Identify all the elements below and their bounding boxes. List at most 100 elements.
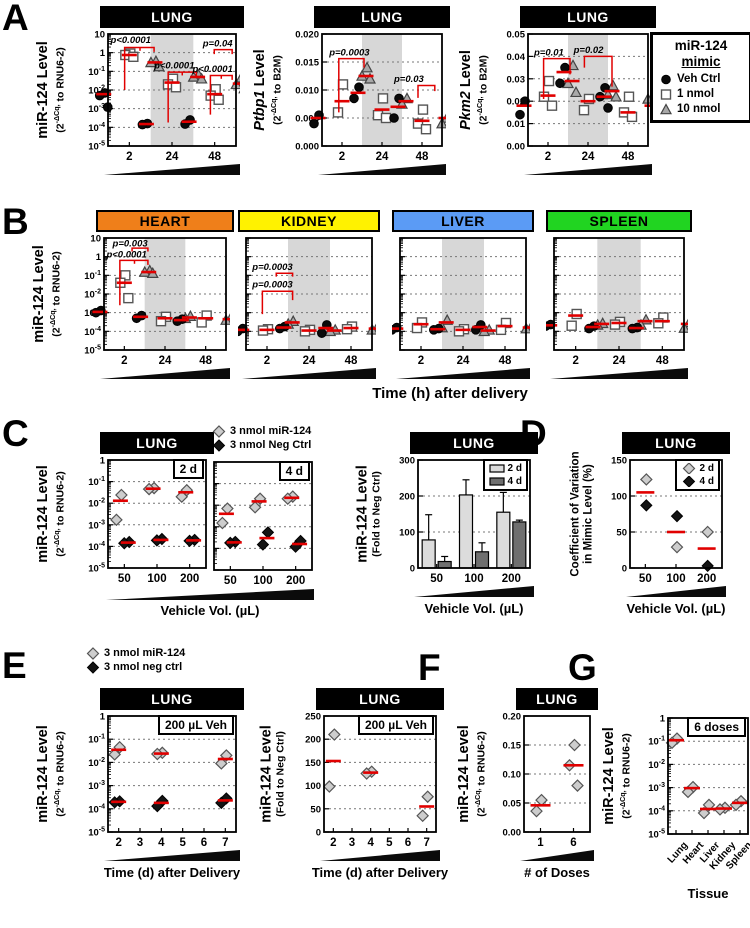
plot-area-E1: 1 10-1 10-2 10-3 10-4 10-5 200 µL Veh: [74, 712, 240, 839]
y-tick-label: 0.04: [507, 52, 526, 63]
triangle-marker: [606, 79, 620, 91]
x-tick-label: 2: [263, 355, 271, 367]
figure-root: LUNG miR-124 Level (2-ΔCq, to RNU6-2) 10 1 10…: [2, 0, 750, 901]
circle-marker: [661, 74, 671, 85]
x-tick-label: 24: [581, 151, 595, 163]
chart-header-B4: SPLEEN: [546, 210, 692, 232]
square-marker: [623, 91, 635, 102]
x-axis-gradient-wedge: [318, 164, 446, 175]
c-shared-gradient-wedge: [106, 589, 314, 600]
x-axis-label-F1: # of Doses: [524, 865, 590, 880]
p-value-note: p=0.0003: [251, 279, 293, 290]
diamond-light-marker: [175, 490, 189, 504]
diamond-dark-icon: [682, 476, 695, 487]
x-axis-gradient-wedge: [520, 850, 594, 861]
y-axis-label-line1: Coefficient of Variation: [569, 451, 582, 577]
y-axis-label-text: Coefficient of Variation in Mimic Level (…: [570, 451, 595, 576]
diamond-light-marker: [697, 806, 711, 820]
legend-title: miR-124: [674, 38, 728, 53]
diamond-light-marker: [416, 809, 430, 823]
diamond-light-icon: [682, 463, 695, 474]
circle-marker: [349, 93, 359, 104]
x-tick-label: 100: [666, 573, 686, 585]
x-tick-label: 2: [572, 355, 579, 367]
y-tick-label: 300: [399, 456, 415, 467]
bar-4d-50: [437, 560, 452, 569]
y-tick-label: 100: [611, 492, 627, 503]
y-axis-label-line2: (2-ΔCq, to RNU6-2): [48, 251, 63, 337]
chart-A3: LUNG Pkm2 Level (2-ΔCq, to B2M) 0.00 0.01 0.0…: [452, 6, 663, 240]
x-tick-label: 24: [456, 355, 470, 367]
y-axis-label-line2: (2-ΔCq, to B2M): [475, 55, 490, 125]
legend-item: 3 nmol Neg Ctrl: [212, 438, 311, 452]
y-axis-label-line2: (2-ΔCq, to RNU6-2): [473, 731, 488, 817]
legend-item: 1 nmol: [659, 87, 743, 102]
p-value-note: p=0.04: [202, 38, 234, 49]
y-tick-label: 250: [305, 712, 321, 723]
x-tick-label: 2: [126, 151, 133, 163]
y-axis-label-text: miR-124 Level (2-ΔCq, to RNU6-2): [455, 725, 488, 823]
x-axis-gradient-wedge: [396, 368, 530, 379]
legend-item-label: 3 nmol Neg Ctrl: [230, 439, 312, 451]
x-tick-label: 100: [253, 575, 273, 587]
x-axis-label-CB: Vehicle Vol. (µL): [424, 601, 524, 616]
x-tick-row-A2: 2 24 48: [290, 150, 446, 164]
x-tick-label: 2: [115, 837, 122, 849]
square-marker: [653, 318, 664, 329]
triangle-marker: [561, 77, 575, 89]
chart-G1: miR-124 Level (2-ΔCq, to RNU6-2) 1 10-1 10-2…: [598, 714, 750, 928]
y-axis-label-line2: (Fold to Neg Ctrl): [274, 731, 287, 817]
diamond-dark-marker: [212, 438, 226, 452]
x-tick-label: 2: [544, 151, 552, 163]
y-axis-label-line1: miR-124 Level: [455, 725, 472, 823]
x-tick-label: 24: [612, 355, 626, 367]
y-axis-label-text: miR-124 Level (2-ΔCq, to RNU6-2): [31, 245, 63, 343]
y-tick-label: 10-5: [88, 141, 105, 151]
x-tick-label: 50: [223, 575, 237, 587]
y-tick-label: 0.005: [295, 114, 319, 125]
chart-header-CB: LUNG: [410, 432, 538, 454]
x-axis-gradient-wedge: [414, 586, 534, 597]
y-tick-label: 10-4: [84, 326, 101, 338]
chart-canvas-E2: 0 50 100 150 200 250: [305, 712, 437, 839]
y-tick-label: 10-3: [88, 103, 105, 115]
plot-area-B2: p=0.0003 p=0.0003: [233, 234, 384, 354]
circle-marker: [94, 90, 105, 101]
y-tick-label: 0.15: [503, 741, 522, 752]
y-tick-label: 1: [100, 712, 106, 723]
y-axis-label: Coefficient of Variation in Mimic Level (…: [560, 451, 604, 576]
chart-canvas-B2: p=0.0003 p=0.0003: [233, 237, 384, 351]
y-axis-label-text: miR-124 Level (Fold to Neg Ctrl): [258, 725, 287, 823]
diamond-light-marker: [530, 804, 543, 818]
square-marker: [420, 123, 432, 135]
x-tick-label: 48: [344, 355, 358, 367]
y-tick-label: 10-1: [88, 476, 105, 488]
y-axis-label-text: miR-124 Level (2-ΔCq, to RNU6-2): [601, 727, 633, 825]
triangle-marker: [152, 60, 165, 72]
y-tick-label: 1: [96, 252, 102, 263]
inner-label-C1: 2 d: [172, 459, 204, 479]
bar-2d-50: [421, 539, 436, 569]
x-tick-row-B3: 2 24 48: [392, 354, 530, 368]
y-tick-label: 10: [94, 30, 105, 41]
y-tick-label: 10-4: [88, 803, 105, 815]
y-axis-label-text: miR-124 Level (2-ΔCq, to RNU6-2): [35, 41, 67, 139]
x-axis-label-E1: Time (d) after Delivery: [103, 865, 241, 880]
plot-area-F1: 0.00 0.05 0.10 0.15 0.20: [492, 712, 594, 839]
x-tick-label: 200: [697, 573, 717, 585]
chart-D1: LUNG Coefficient of Variation in Mimic Lev…: [560, 432, 736, 662]
inner-label-E1: 200 µL Veh: [157, 715, 234, 735]
panel-letter-F: F: [418, 647, 441, 688]
y-tick-label: 10-5: [88, 563, 105, 573]
y-axis-label: Pkm2 Level (2-ΔCq, to B2M): [452, 30, 496, 150]
chart-B2: KIDNEY p=0.0003 p=0.0003 2 24 48: [233, 210, 386, 444]
y-axis-label: Ptbp1 Level (2-ΔCq, to B2M): [246, 30, 290, 150]
legend-item: 3 nmol miR-124: [86, 646, 185, 660]
y-axis-label-line2: (2-ΔCq, to B2M): [269, 55, 284, 125]
y-axis-label-line1: miR-124 Level: [258, 725, 275, 823]
x-tick-label: 48: [621, 151, 635, 163]
